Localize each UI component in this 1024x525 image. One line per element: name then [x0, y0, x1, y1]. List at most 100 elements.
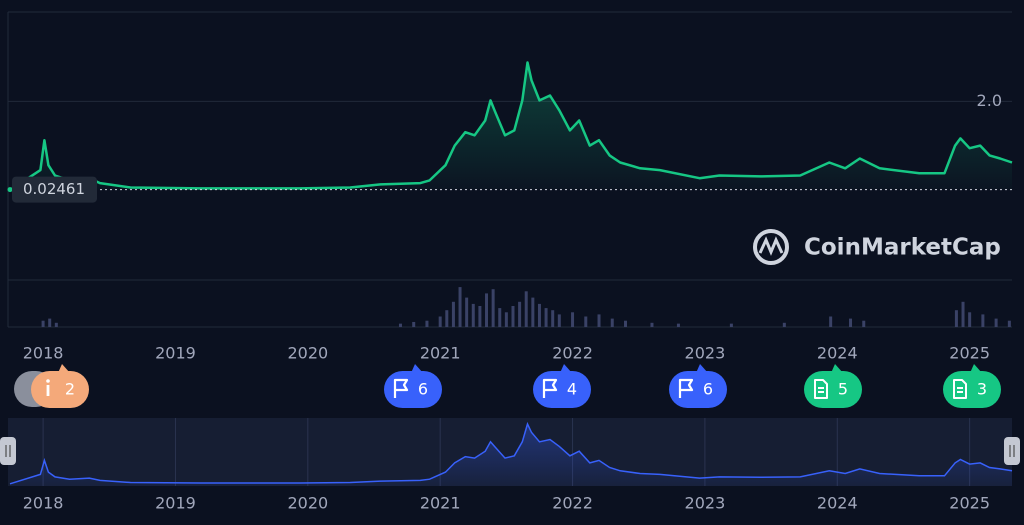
volume-bar [412, 321, 416, 327]
badge-body [943, 371, 1001, 408]
navigator-x-tick-label: 2018 [23, 494, 64, 513]
plot-frame [7, 11, 1012, 328]
event-count: 6 [703, 380, 713, 399]
volume-bar [849, 318, 853, 327]
event-count: 2 [65, 380, 75, 399]
volume-bar [1007, 320, 1011, 327]
y-tick-label: 2.0 [977, 91, 1002, 110]
event-badge[interactable]: 6 [669, 364, 727, 408]
navigator-x-tick-label: 2019 [155, 494, 196, 513]
icon [953, 379, 967, 399]
volume-bar [48, 318, 52, 327]
volume-bar [623, 320, 627, 327]
volume-bar [829, 316, 833, 327]
badge-body [804, 371, 862, 408]
volume-bar [511, 306, 515, 327]
volume-bar [557, 314, 561, 327]
volume-bar [676, 323, 680, 327]
volume-bar [961, 301, 965, 327]
navigator-x-tick-label: 2025 [949, 494, 990, 513]
volume-bar [498, 308, 502, 327]
x-tick-label: 2023 [685, 344, 726, 363]
x-tick-label: 2025 [949, 344, 990, 363]
x-tick-label: 2024 [817, 344, 858, 363]
volume-bar [551, 310, 555, 327]
navigator-handle[interactable] [0, 437, 16, 465]
icon [46, 385, 50, 396]
volume-bar [524, 291, 528, 327]
x-tick-label: 2022 [552, 344, 593, 363]
volume-bar [537, 303, 541, 327]
price-area [10, 62, 1012, 191]
volume-bar [862, 320, 866, 327]
volume-bar [451, 301, 455, 327]
volume-bar [438, 316, 442, 327]
volume-bar [485, 293, 489, 327]
icon [46, 379, 50, 383]
reference-dot [7, 187, 13, 193]
volume-bar [954, 310, 958, 327]
navigator-x-tick-label: 2021 [420, 494, 461, 513]
volume-bar [425, 320, 429, 327]
navigator-handle[interactable] [1004, 437, 1020, 465]
volume-bar [782, 322, 786, 327]
volume-bar [571, 312, 575, 327]
badge-body [533, 371, 591, 408]
volume-bar [610, 318, 614, 327]
volume-bar [458, 287, 462, 327]
volume-bar [597, 314, 601, 327]
volume-bar [478, 306, 482, 327]
badge-tip [970, 364, 982, 373]
icon [393, 378, 409, 398]
price-line [9, 61, 1013, 192]
badge-body [31, 371, 89, 408]
event-count: 6 [418, 380, 428, 399]
navigator-area [10, 424, 1012, 486]
event-badge[interactable]: 4 [533, 364, 591, 408]
volume-bar [544, 308, 548, 327]
volume-bar [491, 289, 495, 327]
event-badge[interactable]: 5 [804, 364, 862, 408]
volume-bar [981, 314, 985, 327]
badge-tip [411, 364, 423, 373]
volume-bar [41, 320, 45, 327]
volume-bar [584, 316, 588, 327]
badge-tip [831, 364, 843, 373]
x-tick-label: 2019 [155, 344, 196, 363]
navigator-x-tick-label: 2024 [817, 494, 858, 513]
navigator-x-tick-label: 2023 [685, 494, 726, 513]
event-badge[interactable]: 2 [31, 364, 89, 408]
navigator-line [9, 421, 1013, 485]
volume-bar [445, 310, 449, 327]
x-tick-label: 2018 [23, 344, 64, 363]
watermark-text: CoinMarketCap [804, 235, 1001, 261]
volume-bar [650, 322, 654, 327]
volume-bar [504, 312, 508, 327]
reference-label: 0.02461 [23, 180, 85, 198]
navigator-x-tick-label: 2022 [552, 494, 593, 513]
badge-body [384, 371, 442, 408]
volume-bar [54, 322, 58, 327]
event-count: 5 [838, 380, 848, 399]
navigator-x-tick-label: 2020 [287, 494, 328, 513]
volume-bar [518, 301, 522, 327]
volume-bar [465, 297, 469, 327]
icon [678, 378, 694, 398]
x-tick-label: 2020 [287, 344, 328, 363]
event-badge[interactable]: 6 [384, 364, 442, 408]
watermark: CoinMarketCap [753, 229, 1001, 265]
icon [542, 378, 558, 398]
reference-label-box [12, 176, 97, 203]
volume-bar [968, 312, 972, 327]
volume-bar [471, 303, 475, 327]
volume-bar [994, 318, 998, 327]
event-count: 4 [567, 380, 577, 399]
event-count: 3 [977, 380, 987, 399]
icon [814, 379, 828, 399]
badge-tip [560, 364, 572, 373]
badge-tip [58, 364, 70, 373]
event-badge[interactable]: 3 [943, 364, 1001, 408]
badge-body [669, 371, 727, 408]
